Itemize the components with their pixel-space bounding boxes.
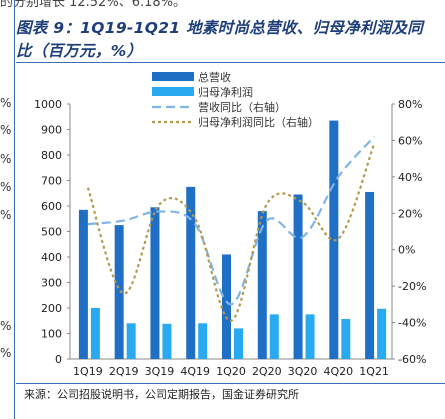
legend-revenue-yoy-label: 营收同比（右轴） xyxy=(198,100,286,114)
source-rule xyxy=(16,383,445,384)
right-axis-tick-label: -20% xyxy=(398,280,426,293)
x-axis-category-label: 1Q20 xyxy=(216,365,246,378)
left-axis-tick-label: 100 xyxy=(41,328,62,341)
revenue-bar xyxy=(293,194,303,359)
revenue-bar xyxy=(78,209,88,359)
net-profit-bar xyxy=(305,314,315,359)
right-axis-tick-label: 60% xyxy=(398,134,422,147)
left-edge-percent-mark: % xyxy=(0,180,12,194)
left-edge-percent-mark: % xyxy=(0,96,12,110)
net-profit-yoy-line xyxy=(86,143,376,322)
left-axis-tick-label: 400 xyxy=(41,251,62,264)
chart-title: 图表 9：1Q19-1Q21 地素时尚总营收、归母净利润及同 比（百万元，%） xyxy=(16,17,440,63)
legend-revenue-swatch xyxy=(152,72,194,81)
right-axis-tick-label: 20% xyxy=(398,207,422,220)
left-edge-percent-mark: % xyxy=(0,152,12,166)
net-profit-bar xyxy=(126,323,136,359)
legend-revenue-label: 总营收 xyxy=(198,70,231,84)
left-axis-tick-label: 1000 xyxy=(34,98,62,111)
net-profit-bar xyxy=(269,314,279,359)
source-note: 来源：公司招股说明书，公司定期报告，国金证券研究所 xyxy=(24,388,299,401)
x-axis-category-label: 4Q20 xyxy=(324,365,354,378)
left-axis-tick-label: 200 xyxy=(41,302,62,315)
cut-off-paragraph-text: 的分别增长 12.52%、6.18%。 xyxy=(0,0,186,10)
left-axis-tick-label: 600 xyxy=(41,200,62,213)
net-profit-bar xyxy=(90,308,100,359)
x-axis-category-label: 4Q19 xyxy=(180,365,210,378)
legend-net-profit-yoy-label: 归母净利润同比（右轴） xyxy=(198,115,319,129)
left-axis-tick-label: 700 xyxy=(41,175,62,188)
right-axis-tick-label: 80% xyxy=(398,98,422,111)
revenue-bar xyxy=(257,211,267,359)
left-edge-percent-mark: % xyxy=(0,208,12,222)
net-profit-bar xyxy=(377,308,387,359)
revenue-bar xyxy=(186,186,196,359)
revenue-bar xyxy=(150,207,160,359)
right-axis-tick-label: 0% xyxy=(398,244,415,257)
left-edge-percent-mark: % xyxy=(0,123,12,137)
revenue-bar xyxy=(114,225,124,359)
revenue-bar xyxy=(365,191,375,359)
left-axis-tick-label: 300 xyxy=(41,277,62,290)
net-profit-bar xyxy=(162,323,172,359)
x-axis-category-label: 2Q19 xyxy=(109,365,139,378)
x-axis-category-label: 3Q19 xyxy=(145,365,175,378)
left-axis-tick-label: 800 xyxy=(41,149,62,162)
title-rule xyxy=(16,62,445,63)
left-axis-tick-label: 900 xyxy=(41,124,62,137)
net-profit-bar xyxy=(234,328,243,359)
revenue-bar xyxy=(329,120,339,359)
left-edge-percent-mark: % xyxy=(0,346,12,360)
right-axis-tick-label: -40% xyxy=(398,317,426,330)
left-margin-rule xyxy=(0,0,15,419)
right-axis-tick-label: -60% xyxy=(398,353,426,366)
left-axis-tick-label: 500 xyxy=(41,226,62,239)
chart-title-line-1: 图表 9：1Q19-1Q21 地素时尚总营收、归母净利润及同 xyxy=(16,19,424,37)
revenue-yoy-line xyxy=(87,136,375,306)
net-profit-bar xyxy=(341,318,351,359)
x-axis-category-label: 1Q21 xyxy=(359,365,389,378)
x-axis-category-label: 2Q20 xyxy=(252,365,282,378)
net-profit-bar xyxy=(198,323,208,359)
x-axis-category-label: 3Q20 xyxy=(288,365,318,378)
left-axis-tick-label: 0 xyxy=(55,353,62,366)
revenue-bar xyxy=(222,254,231,359)
left-edge-percent-mark: % xyxy=(0,319,12,333)
legend-net-profit-label: 归母净利润 xyxy=(198,85,253,99)
chart-title-line-2: 比（百万元，%） xyxy=(16,42,143,60)
legend-net-profit-swatch xyxy=(152,87,194,96)
right-axis-tick-label: 40% xyxy=(398,171,422,184)
x-axis-category-label: 1Q19 xyxy=(73,365,103,378)
